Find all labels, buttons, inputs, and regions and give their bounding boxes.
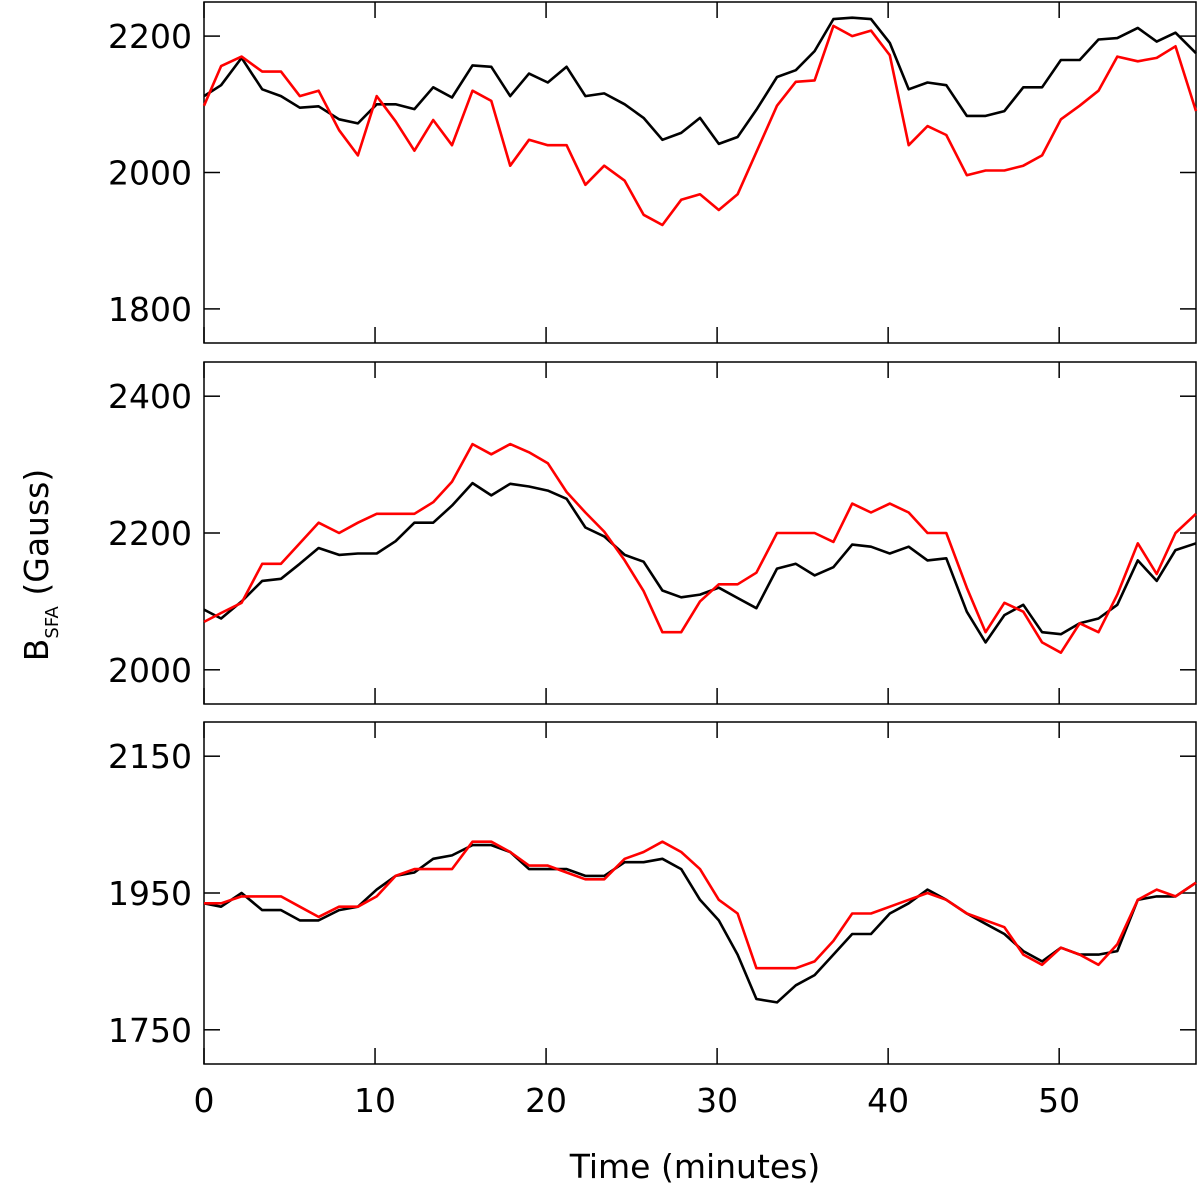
panel-frame — [203, 721, 1197, 1065]
y-tick-label: 1800 — [108, 290, 192, 329]
panel-1: 1800 2000 2200 — [108, 1, 1198, 344]
y-axis-label: BSFA (Gauss) — [17, 469, 63, 661]
series-line-black — [203, 16, 1197, 146]
panel-frame — [203, 361, 1197, 705]
y-tick-label: 2200 — [108, 514, 192, 553]
series-line-red — [203, 442, 1197, 655]
y-axis-label-unit: (Gauss) — [17, 469, 56, 596]
chart-panels: 1800 2000 2200 2000 2200 2400 1750 1950 2150 0 10 2… — [108, 1, 1198, 1120]
y-tick-label: 1950 — [108, 874, 192, 913]
y-axis-label-main: B — [17, 639, 56, 662]
series-line-black — [203, 843, 1197, 1004]
series-line-red — [202, 24, 1198, 227]
x-tick-label: 50 — [1038, 1081, 1080, 1120]
y-tick-label: 2000 — [108, 651, 192, 690]
panel-3: 1750 1950 2150 0 10 20 30 40 50 — [108, 721, 1197, 1120]
x-tick-label: 40 — [867, 1081, 909, 1120]
panel-frame — [203, 1, 1197, 344]
x-tick-label: 10 — [354, 1081, 396, 1120]
y-axis-label-spacer — [17, 596, 56, 607]
x-tick-label: 0 — [194, 1081, 215, 1120]
y-tick-label: 2150 — [108, 737, 192, 776]
series-line-black — [203, 481, 1197, 644]
y-tick-label: 2400 — [108, 377, 192, 416]
y-tick-label: 2000 — [108, 154, 192, 193]
x-tick-label: 20 — [525, 1081, 567, 1120]
y-tick-label: 1750 — [108, 1011, 192, 1050]
x-tick-label: 30 — [696, 1081, 738, 1120]
panel-2: 2000 2200 2400 — [108, 361, 1197, 705]
x-axis-label: Time (minutes) — [569, 1147, 821, 1186]
y-tick-label: 2200 — [108, 17, 192, 56]
series-line-red — [204, 840, 1197, 970]
y-axis-label-subscript: SFA — [42, 605, 63, 638]
